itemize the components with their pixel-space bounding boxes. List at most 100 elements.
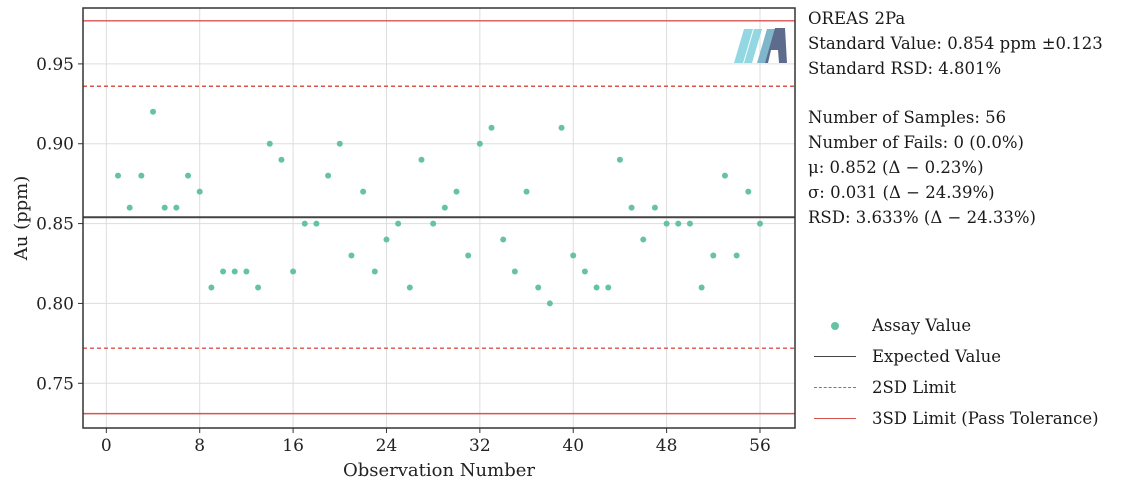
- legend-item-expected: Expected Value: [812, 341, 1124, 372]
- standard-name: OREAS 2Pa: [808, 9, 906, 28]
- assay-point: [301, 220, 308, 227]
- assay-point: [511, 268, 518, 275]
- assay-point: [196, 188, 203, 195]
- x-tick-label: 32: [469, 436, 491, 456]
- y-tick-label: 0.85: [36, 215, 74, 235]
- assay-point: [395, 220, 402, 227]
- assay-point: [710, 252, 717, 259]
- assay-point: [640, 236, 647, 243]
- assay-point: [325, 172, 332, 179]
- sigma-stat: σ: 0.031 (Δ − 24.39%): [808, 183, 995, 202]
- y-tick-labels: 0.75 0.80 0.85 0.90 0.95: [36, 55, 74, 394]
- assay-point: [243, 268, 250, 275]
- assay-points: [115, 108, 763, 307]
- x-tick-label: 48: [656, 436, 678, 456]
- standard-rsd: Standard RSD: 4.801%: [808, 59, 1002, 78]
- y-tick-label: 0.90: [36, 135, 74, 155]
- number-of-fails: Number of Fails: 0 (0.0%): [808, 133, 1024, 152]
- x-tick-label: 56: [749, 436, 771, 456]
- y-tick-label: 0.75: [36, 374, 74, 394]
- dashed-line-icon: [812, 381, 858, 395]
- red-line-icon: [812, 412, 858, 426]
- assay-point: [278, 156, 285, 163]
- mean-stat: μ: 0.852 (Δ − 0.23%): [808, 158, 984, 177]
- assay-point: [360, 188, 367, 195]
- legend-item-3sd: 3SD Limit (Pass Tolerance): [812, 403, 1124, 434]
- assay-point: [115, 172, 122, 179]
- assay-point: [476, 140, 483, 147]
- x-tick-label: 8: [194, 436, 205, 456]
- reference-lines: [83, 20, 795, 415]
- assay-point: [453, 188, 460, 195]
- assay-point: [570, 252, 577, 259]
- assay-marker-icon: [812, 319, 858, 333]
- legend: Assay Value Expected Value 2SD Limit 3SD…: [812, 310, 1124, 434]
- plot-frame: [82, 7, 796, 429]
- assay-point: [430, 220, 437, 227]
- assay-point: [523, 188, 530, 195]
- legend-label-3sd: 3SD Limit (Pass Tolerance): [872, 409, 1099, 428]
- assay-point: [616, 156, 623, 163]
- assay-point: [161, 204, 168, 211]
- assay-point: [605, 284, 612, 291]
- chart: 0 8 16 24 32 40 48 56 0.75 0.80 0.85 0.90 0.95 Obse…: [11, 7, 796, 481]
- assay-point: [208, 284, 215, 291]
- assay-point: [745, 188, 752, 195]
- x-tick-label: 16: [282, 436, 304, 456]
- assay-point: [465, 252, 472, 259]
- assay-point: [383, 236, 390, 243]
- y-tick-label: 0.95: [36, 55, 74, 75]
- assay-point: [313, 220, 320, 227]
- legend-label-expected: Expected Value: [872, 347, 1002, 366]
- legend-item-2sd: 2SD Limit: [812, 372, 1124, 403]
- legend-label-assay: Assay Value: [872, 316, 972, 335]
- assay-point: [593, 284, 600, 291]
- assay-point: [266, 140, 273, 147]
- x-axis-label: Observation Number: [343, 460, 535, 481]
- y-axis-label: Au (ppm): [11, 176, 32, 261]
- solid-line-icon: [812, 350, 858, 364]
- assay-point: [371, 268, 378, 275]
- x-tick-label: 24: [376, 436, 398, 456]
- assay-point: [756, 220, 763, 227]
- assay-point: [663, 220, 670, 227]
- assay-point: [348, 252, 355, 259]
- assay-point: [441, 204, 448, 211]
- y-tick-label: 0.80: [36, 294, 74, 314]
- assay-point: [231, 268, 238, 275]
- x-tick-label: 0: [101, 436, 112, 456]
- assay-point: [406, 284, 413, 291]
- legend-label-2sd: 2SD Limit: [872, 378, 957, 397]
- assay-point: [150, 108, 157, 115]
- assay-point: [488, 124, 495, 131]
- number-of-samples: Number of Samples: 56: [808, 108, 1007, 127]
- assay-point: [126, 204, 133, 211]
- x-tick-label: 40: [562, 436, 584, 456]
- assay-point: [290, 268, 297, 275]
- assay-point: [500, 236, 507, 243]
- assay-point: [220, 268, 227, 275]
- assay-point: [581, 268, 588, 275]
- assay-point: [721, 172, 728, 179]
- assay-point: [733, 252, 740, 259]
- assay-point: [558, 124, 565, 131]
- assay-point: [418, 156, 425, 163]
- grid: [78, 8, 795, 433]
- standard-value: Standard Value: 0.854 ppm ±0.123: [808, 34, 1103, 53]
- assay-point: [546, 300, 553, 307]
- assay-point: [628, 204, 635, 211]
- assay-point: [675, 220, 682, 227]
- assay-point: [255, 284, 262, 291]
- legend-item-assay: Assay Value: [812, 310, 1124, 341]
- stats-panel: OREAS 2Pa Standard Value: 0.854 ppm ±0.1…: [808, 6, 1124, 230]
- assay-point: [138, 172, 145, 179]
- assay-point: [698, 284, 705, 291]
- assay-point: [185, 172, 192, 179]
- assay-point: [651, 204, 658, 211]
- assay-point: [535, 284, 542, 291]
- logo-icon: [734, 28, 787, 63]
- x-tick-labels: 0 8 16 24 32 40 48 56: [101, 436, 771, 456]
- assay-point: [686, 220, 693, 227]
- assay-point: [336, 140, 343, 147]
- rsd-stat: RSD: 3.633% (Δ − 24.33%): [808, 208, 1036, 227]
